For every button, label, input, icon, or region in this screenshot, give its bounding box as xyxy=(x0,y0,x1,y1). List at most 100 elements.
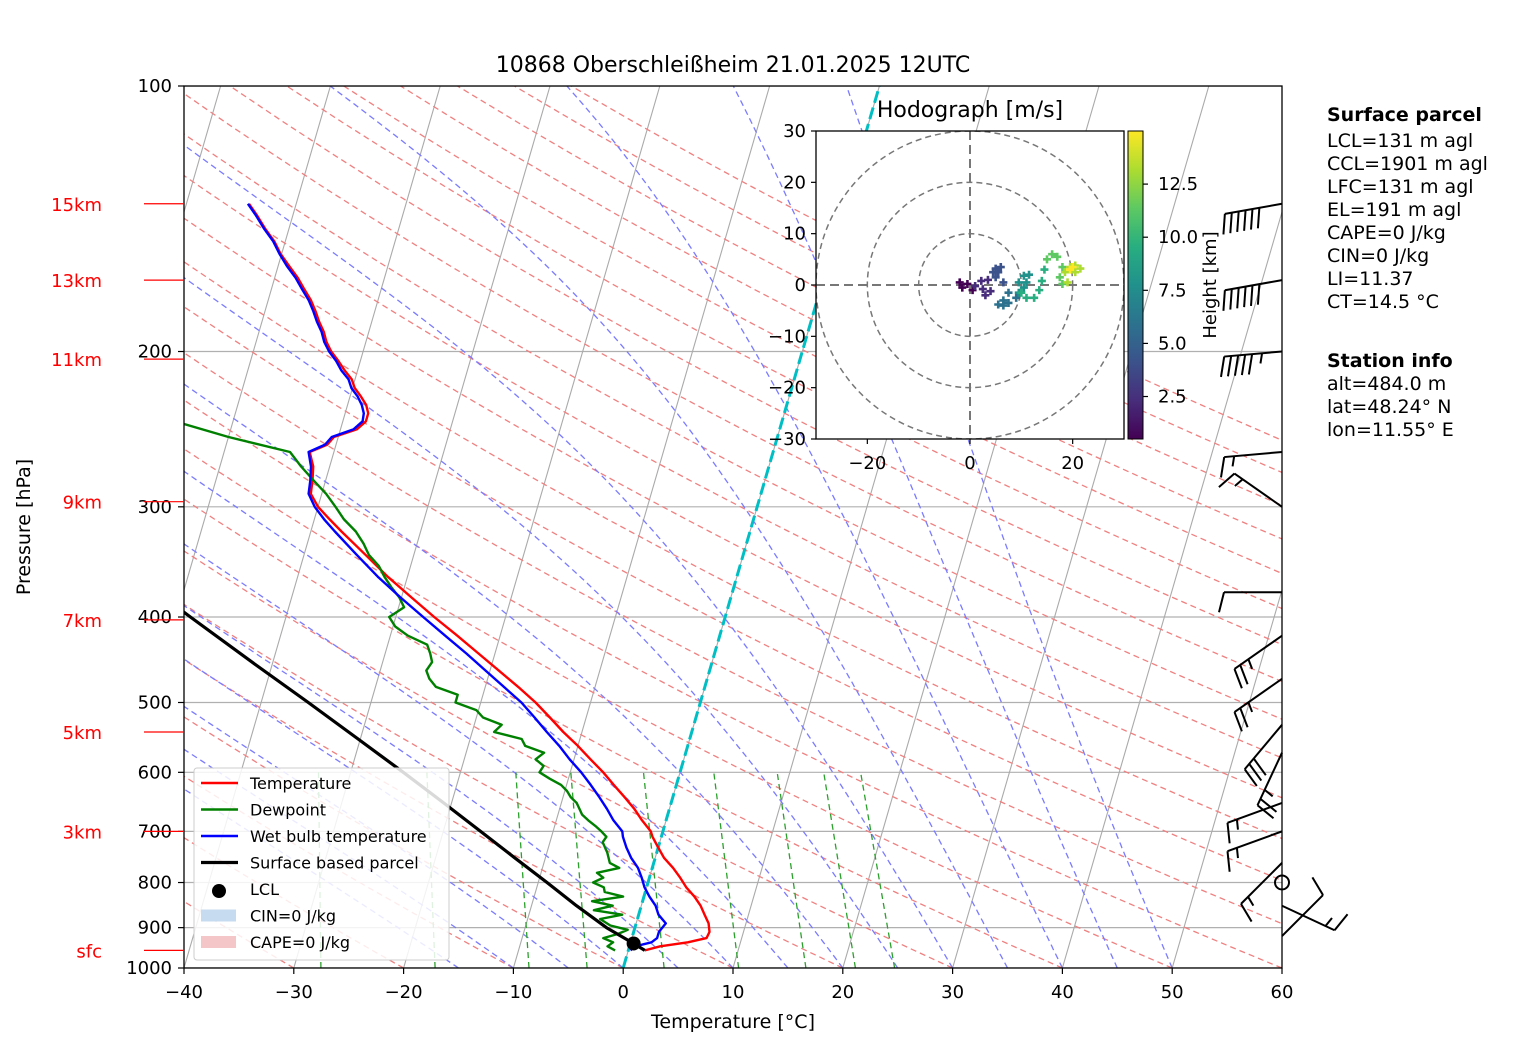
barb-staff xyxy=(1227,803,1282,823)
barb-half-flag xyxy=(1248,702,1252,712)
barb-flag xyxy=(1230,213,1231,234)
hodograph-x-tick-label: 0 xyxy=(964,453,975,474)
hodograph-y-tick-label: 30 xyxy=(783,121,806,142)
x-tick-label: 0 xyxy=(617,982,628,1003)
x-tick-label: −40 xyxy=(165,982,203,1003)
wind-barb xyxy=(1223,204,1282,235)
station-info-line: lon=11.55° E xyxy=(1327,419,1454,441)
wind-barb xyxy=(1223,280,1282,311)
x-tick-label: −10 xyxy=(494,982,532,1003)
wind-barb xyxy=(1219,592,1282,612)
isotherm-line xyxy=(0,86,1,968)
x-tick-label: 60 xyxy=(1271,982,1294,1003)
y-tick-label: 400 xyxy=(138,607,172,628)
surface-parcel-heading: Surface parcel xyxy=(1327,104,1482,126)
barb-flag xyxy=(1227,851,1229,872)
y-tick-label: 300 xyxy=(138,497,172,518)
station-info-line: alt=484.0 m xyxy=(1327,373,1446,395)
colorbar-tick-label: 2.5 xyxy=(1158,387,1187,408)
barb-half-flag xyxy=(1235,479,1243,486)
barb-flag xyxy=(1335,914,1348,930)
legend-swatch-dot xyxy=(212,884,226,898)
barb-staff xyxy=(1282,895,1323,936)
surface-parcel-line: CAPE=0 J/kg xyxy=(1327,222,1446,244)
legend-label: CIN=0 J/kg xyxy=(250,907,336,926)
hodograph-y-tick-label: −10 xyxy=(768,326,806,347)
barb-flag xyxy=(1219,592,1224,612)
height-label: 11km xyxy=(51,350,102,371)
height-label: 15km xyxy=(51,195,102,216)
barb-staff xyxy=(1234,474,1282,507)
surface-parcel-line: CCL=1901 m agl xyxy=(1327,153,1488,175)
station-info-panel: Station info alt=484.0 m lat=48.24° N lo… xyxy=(1327,350,1454,441)
barb-half-flag xyxy=(1326,918,1332,926)
surface-parcel-line: LCL=131 m agl xyxy=(1327,130,1473,152)
height-label: 3km xyxy=(63,822,102,843)
barb-flag xyxy=(1234,669,1241,688)
surface-parcel-line: LFC=131 m agl xyxy=(1327,176,1474,198)
legend-label: Wet bulb temperature xyxy=(250,827,427,846)
barb-half-flag xyxy=(1260,353,1262,363)
barb-flag xyxy=(1221,457,1224,477)
x-tick-label: −30 xyxy=(275,982,313,1003)
barb-flag xyxy=(1242,355,1245,375)
barb-flag xyxy=(1223,290,1224,311)
barb-half-flag xyxy=(1248,897,1253,906)
barb-flag xyxy=(1244,210,1245,231)
wind-barb xyxy=(1227,831,1282,871)
wind-barb xyxy=(1221,452,1282,477)
y-tick-label: 1000 xyxy=(126,958,172,979)
y-tick-label: 800 xyxy=(138,873,172,894)
chart-title: 10868 Oberschleißheim 21.01.2025 12UTC xyxy=(496,53,971,78)
hodograph-y-tick-label: −30 xyxy=(768,429,806,450)
hodograph-colorbar xyxy=(1128,131,1143,439)
wind-barb xyxy=(1241,863,1282,922)
station-info-line: lat=48.24° N xyxy=(1327,396,1451,418)
barb-half-flag xyxy=(1233,456,1235,466)
barb-flag xyxy=(1237,211,1238,232)
x-tick-label: 30 xyxy=(941,982,964,1003)
barb-flag xyxy=(1258,208,1259,229)
height-label: 9km xyxy=(63,493,102,514)
barb-half-flag xyxy=(1237,848,1238,858)
barb-flag xyxy=(1237,288,1238,309)
mixing-ratio-line xyxy=(714,772,739,968)
legend-swatch-patch xyxy=(201,910,236,922)
barb-flag xyxy=(1312,877,1323,895)
barb-flag xyxy=(1234,712,1241,731)
hodograph-y-tick-label: −20 xyxy=(768,378,806,399)
barb-staff xyxy=(1227,831,1282,851)
barb-staff xyxy=(1225,204,1282,214)
barb-flag xyxy=(1258,284,1259,305)
height-label: 5km xyxy=(63,723,102,744)
legend-label: Temperature xyxy=(249,774,351,793)
height-label: 7km xyxy=(63,611,102,632)
y-tick-label: 900 xyxy=(138,918,172,939)
barb-staff xyxy=(1225,280,1282,290)
wind-barbs xyxy=(1219,204,1348,936)
barb-flag xyxy=(1227,823,1229,844)
hodograph-y-tick-label: 20 xyxy=(783,172,806,193)
colorbar-label: Height [km] xyxy=(1200,231,1221,338)
barb-half-flag xyxy=(1237,819,1238,829)
hodograph-x-tick-label: −20 xyxy=(848,453,886,474)
surface-parcel-panel: Surface parcel LCL=131 m agl CCL=1901 m … xyxy=(1327,104,1488,313)
height-label: sfc xyxy=(76,941,102,962)
surface-parcel-line: CT=14.5 °C xyxy=(1327,291,1439,313)
legend-swatch-patch xyxy=(201,936,236,948)
wind-barb xyxy=(1234,636,1282,689)
barb-flag xyxy=(1241,904,1252,922)
y-tick-label: 500 xyxy=(138,692,172,713)
wind-barb xyxy=(1219,474,1282,507)
barb-flag xyxy=(1221,357,1224,377)
y-tick-label: 600 xyxy=(138,762,172,783)
x-tick-label: 20 xyxy=(831,982,854,1003)
barb-flag xyxy=(1251,285,1252,306)
y-axis-label: Pressure [hPa] xyxy=(13,459,35,595)
colorbar-tick-label: 5.0 xyxy=(1158,333,1187,354)
y-tick-label: 100 xyxy=(138,76,172,97)
